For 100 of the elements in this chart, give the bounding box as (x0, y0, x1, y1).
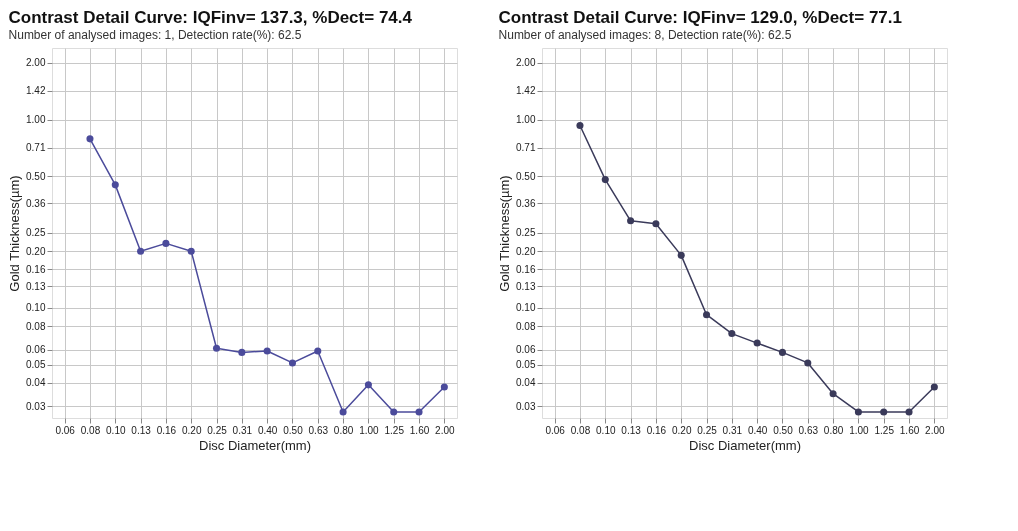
y-tick-label: 0.03 (516, 400, 536, 412)
x-tick-label: 0.50 (773, 424, 794, 436)
y-tick-label: 0.03 (26, 400, 46, 412)
x-tick-label: 0.16 (156, 424, 177, 436)
y-tick-label: 1.42 (26, 85, 46, 97)
point (288, 359, 296, 367)
x-tick-label: 1.25 (874, 424, 895, 436)
y-tick-label: 1.42 (516, 85, 536, 97)
y-tick-label: 0.08 (516, 320, 536, 332)
point (390, 408, 398, 416)
x-tick-label: 0.80 (333, 424, 354, 436)
y-tick-label: 0.20 (26, 245, 46, 257)
y-tick-label: 0.71 (26, 142, 46, 154)
y-tick-label: 0.16 (26, 263, 46, 275)
chart-title: Contrast Detail Curve: IQFinv= 137.3, %Dect= 74.4 (8, 8, 413, 27)
y-tick-label: 0.10 (516, 302, 536, 314)
x-tick-label: 0.80 (823, 424, 844, 436)
y-tick-label: 0.05 (26, 359, 46, 371)
x-tick-label: 1.60 (409, 424, 430, 436)
x-tick-label: 0.20 (181, 424, 202, 436)
point (415, 408, 423, 416)
y-tick-label: 0.25 (516, 227, 536, 239)
point (576, 121, 584, 130)
point (263, 347, 271, 355)
point (601, 176, 609, 184)
x-tick-label: 0.31 (722, 424, 743, 436)
y-tick-label: 0.06 (516, 344, 536, 356)
point (627, 217, 635, 225)
x-tick-label: 2.00 (925, 424, 946, 436)
x-tick-label: 0.08 (80, 424, 101, 436)
x-tick-label: 0.08 (570, 424, 591, 436)
x-tick-label: 0.13 (621, 424, 642, 436)
x-tick-label: 0.06 (55, 424, 76, 436)
x-tick-label: 1.00 (359, 424, 380, 436)
point (829, 390, 837, 398)
point (728, 330, 736, 338)
x-tick-label: 0.10 (106, 424, 126, 436)
point (753, 339, 761, 347)
x-tick-label: 0.40 (257, 424, 278, 436)
point (930, 383, 938, 391)
x-tick-label: 0.63 (308, 424, 329, 436)
point (677, 251, 685, 259)
x-tick-label: 1.60 (899, 424, 920, 436)
point (314, 347, 322, 355)
x-tick-label: 1.25 (384, 424, 405, 436)
chart-subtitle: Number of analysed images: 1, Detection rate(%): 62.5 (8, 28, 302, 42)
point (703, 311, 711, 319)
x-tick-label: 0.40 (747, 424, 768, 436)
y-tick-label: 2.00 (26, 57, 46, 69)
point (804, 359, 812, 367)
x-tick-label: 0.13 (131, 424, 152, 436)
x-tick-label: 0.10 (596, 424, 616, 436)
point (238, 348, 246, 356)
x-tick-label: 0.63 (798, 424, 819, 436)
point (137, 247, 145, 255)
point (440, 383, 448, 391)
y-tick-label: 2.00 (516, 57, 536, 69)
y-tick-label: 0.36 (26, 197, 46, 209)
point (213, 344, 221, 352)
x-tick-label: 0.25 (697, 424, 718, 436)
y-tick-label: 0.25 (26, 227, 46, 239)
y-tick-label: 0.06 (26, 344, 46, 356)
point (187, 247, 195, 255)
x-tick-label: 0.06 (545, 424, 566, 436)
x-axis-title: Disc Diameter(mm) (689, 437, 801, 453)
point (364, 381, 372, 389)
point (905, 408, 913, 416)
x-tick-label: 2.00 (435, 424, 456, 436)
x-tick-label: 1.00 (849, 424, 870, 436)
y-tick-label: 0.05 (516, 359, 536, 371)
point (162, 239, 170, 247)
y-tick-label: 0.13 (516, 280, 536, 292)
chart-title: Contrast Detail Curve: IQFinv= 129.0, %Dect= 77.1 (498, 8, 902, 27)
y-tick-label: 0.36 (516, 197, 536, 209)
y-tick-label: 0.16 (516, 263, 536, 275)
x-tick-label: 0.50 (283, 424, 304, 436)
y-tick-label: 0.10 (26, 302, 46, 314)
y-axis-title: Gold Thickness(µm) (497, 175, 513, 292)
y-tick-label: 0.04 (516, 377, 536, 389)
y-tick-label: 0.13 (26, 280, 46, 292)
x-tick-label: 0.31 (232, 424, 253, 436)
y-axis-title: Gold Thickness(µm) (7, 175, 23, 292)
y-tick-label: 0.50 (26, 170, 46, 182)
x-tick-label: 0.25 (207, 424, 228, 436)
y-tick-label: 0.04 (26, 377, 46, 389)
point (854, 408, 862, 416)
point (339, 408, 347, 416)
chart-subtitle: Number of analysed images: 8, Detection rate(%): 62.5 (498, 28, 792, 42)
y-tick-label: 0.08 (26, 320, 46, 332)
point (111, 181, 119, 189)
point (652, 220, 660, 228)
x-tick-label: 0.20 (671, 424, 692, 436)
point (86, 135, 94, 143)
y-tick-label: 1.00 (516, 114, 536, 126)
x-tick-label: 0.16 (646, 424, 667, 436)
point (778, 348, 786, 356)
x-axis-title: Disc Diameter(mm) (199, 437, 311, 453)
y-tick-label: 1.00 (26, 114, 46, 126)
y-tick-label: 0.71 (516, 142, 536, 154)
point (880, 408, 888, 416)
